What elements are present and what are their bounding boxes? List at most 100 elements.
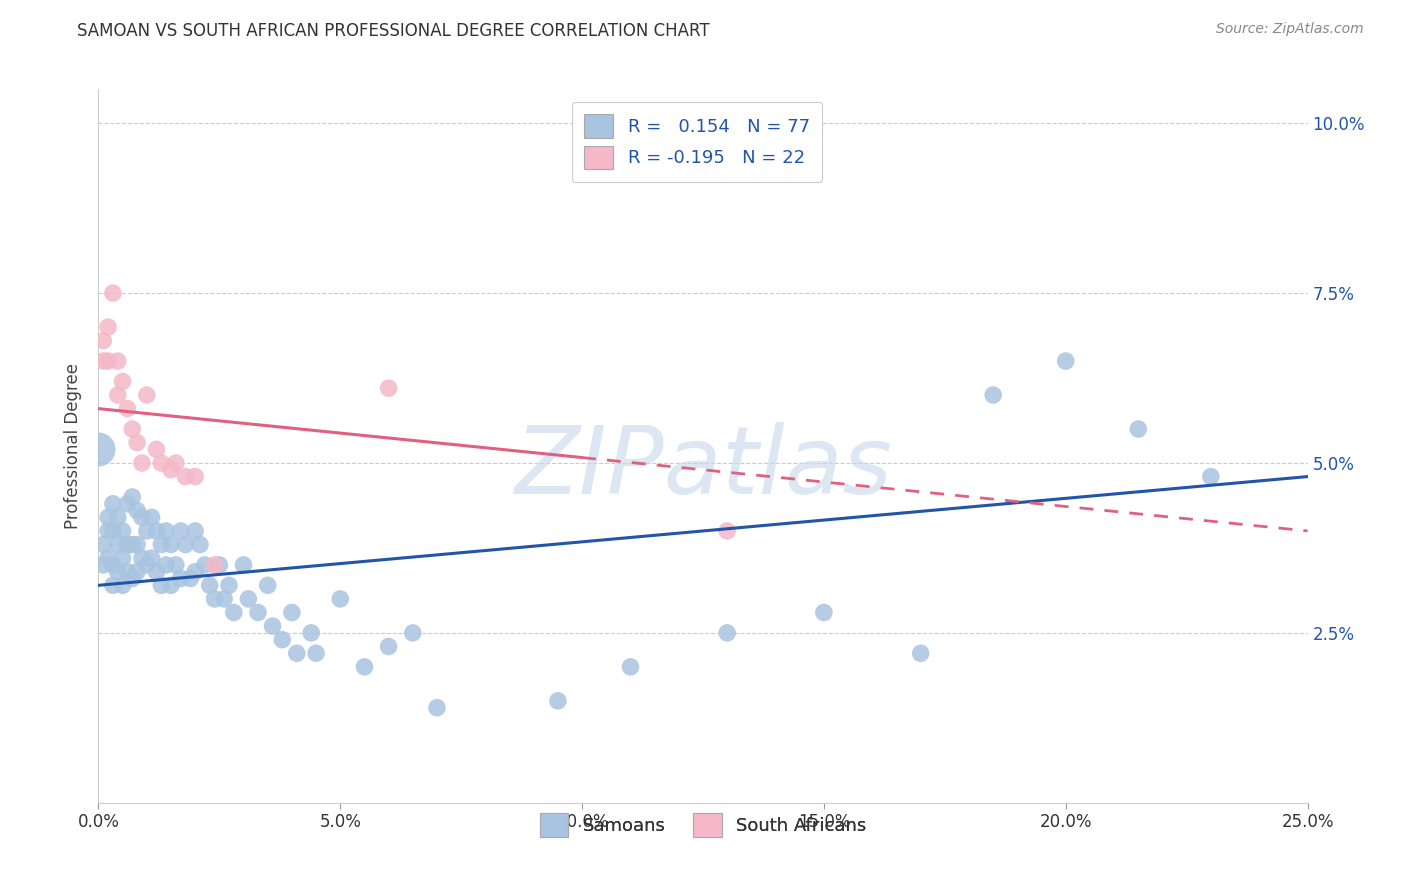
Point xyxy=(165,456,187,470)
Point xyxy=(121,537,143,551)
Point xyxy=(127,503,149,517)
Point xyxy=(145,442,167,457)
Point xyxy=(101,286,124,301)
Point xyxy=(87,442,110,457)
Point xyxy=(198,578,221,592)
Point xyxy=(155,524,177,538)
Point xyxy=(204,591,226,606)
Point xyxy=(97,524,120,538)
Point xyxy=(1128,422,1150,436)
Point xyxy=(117,537,139,551)
Point xyxy=(169,524,191,538)
Point xyxy=(160,578,183,592)
Point xyxy=(299,626,322,640)
Point xyxy=(111,375,134,389)
Point xyxy=(121,490,143,504)
Point xyxy=(184,524,207,538)
Point xyxy=(111,524,134,538)
Point xyxy=(97,354,120,368)
Point xyxy=(135,388,157,402)
Point xyxy=(188,537,211,551)
Point xyxy=(97,551,120,566)
Point xyxy=(218,578,240,592)
Point xyxy=(145,524,167,538)
Point xyxy=(101,497,124,511)
Point xyxy=(131,510,153,524)
Point xyxy=(91,354,114,368)
Point xyxy=(281,606,304,620)
Point xyxy=(547,694,569,708)
Point xyxy=(285,646,308,660)
Point xyxy=(107,354,129,368)
Point xyxy=(169,572,191,586)
Point xyxy=(174,537,197,551)
Point xyxy=(981,388,1004,402)
Y-axis label: Professional Degree: Professional Degree xyxy=(65,363,83,529)
Point xyxy=(1054,354,1077,368)
Point xyxy=(194,558,217,572)
Point xyxy=(101,558,124,572)
Point xyxy=(141,551,163,566)
Point xyxy=(131,456,153,470)
Point xyxy=(97,510,120,524)
Point xyxy=(127,537,149,551)
Point xyxy=(150,456,173,470)
Point xyxy=(91,334,114,348)
Point xyxy=(101,578,124,592)
Point xyxy=(377,640,399,654)
Point xyxy=(107,565,129,579)
Point xyxy=(117,401,139,416)
Point xyxy=(204,558,226,572)
Point xyxy=(111,578,134,592)
Text: SAMOAN VS SOUTH AFRICAN PROFESSIONAL DEGREE CORRELATION CHART: SAMOAN VS SOUTH AFRICAN PROFESSIONAL DEG… xyxy=(77,22,710,40)
Point xyxy=(910,646,932,660)
Point xyxy=(247,606,270,620)
Point xyxy=(121,572,143,586)
Point xyxy=(135,524,157,538)
Text: Source: ZipAtlas.com: Source: ZipAtlas.com xyxy=(1216,22,1364,37)
Point xyxy=(232,558,254,572)
Point xyxy=(165,558,187,572)
Point xyxy=(184,469,207,483)
Point xyxy=(329,591,352,606)
Point xyxy=(121,422,143,436)
Point xyxy=(353,660,375,674)
Point xyxy=(111,551,134,566)
Point xyxy=(813,606,835,620)
Point xyxy=(716,626,738,640)
Point xyxy=(127,565,149,579)
Point xyxy=(619,660,641,674)
Point xyxy=(117,497,139,511)
Point xyxy=(212,591,235,606)
Point xyxy=(716,524,738,538)
Legend: Samoans, South Africans: Samoans, South Africans xyxy=(533,806,873,844)
Point xyxy=(101,524,124,538)
Point xyxy=(131,551,153,566)
Point xyxy=(184,565,207,579)
Point xyxy=(155,558,177,572)
Text: ZIPatlas: ZIPatlas xyxy=(515,422,891,513)
Point xyxy=(222,606,245,620)
Point xyxy=(238,591,260,606)
Point xyxy=(262,619,284,633)
Point xyxy=(1199,469,1222,483)
Point xyxy=(107,510,129,524)
Point xyxy=(271,632,294,647)
Point xyxy=(145,565,167,579)
Point xyxy=(377,381,399,395)
Point xyxy=(127,435,149,450)
Point xyxy=(426,700,449,714)
Point xyxy=(117,565,139,579)
Point xyxy=(97,320,120,334)
Point xyxy=(174,469,197,483)
Point xyxy=(160,463,183,477)
Point xyxy=(107,537,129,551)
Point xyxy=(208,558,231,572)
Point xyxy=(305,646,328,660)
Point xyxy=(91,537,114,551)
Point xyxy=(141,510,163,524)
Point xyxy=(150,578,173,592)
Point xyxy=(150,537,173,551)
Point xyxy=(107,388,129,402)
Point xyxy=(160,537,183,551)
